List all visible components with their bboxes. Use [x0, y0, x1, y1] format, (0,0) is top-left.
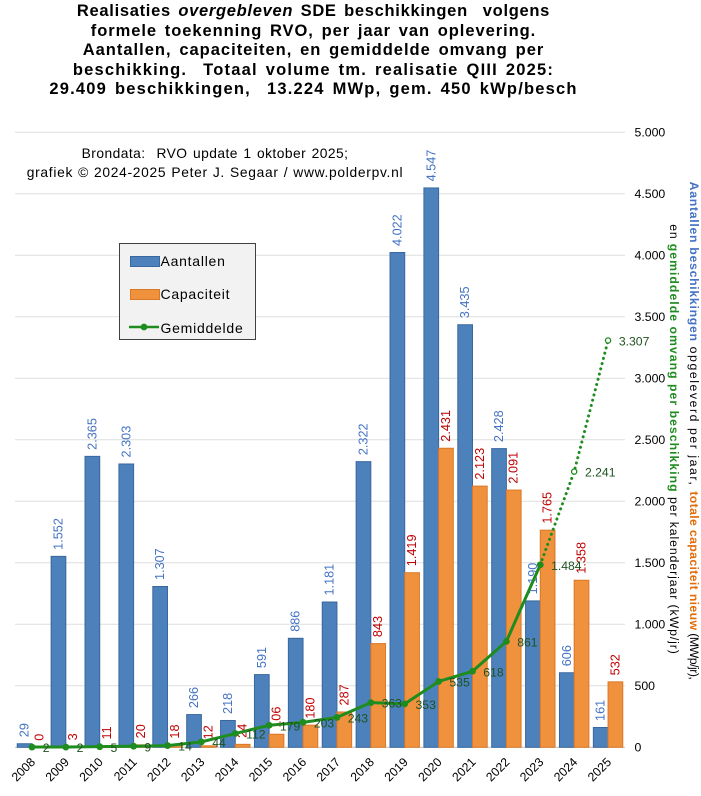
svg-text:2: 2 [77, 741, 84, 755]
svg-text:591: 591 [255, 647, 269, 668]
svg-text:5.000: 5.000 [635, 125, 666, 139]
svg-text:112: 112 [246, 728, 266, 742]
svg-text:4.500: 4.500 [635, 187, 666, 201]
svg-text:363: 363 [382, 697, 403, 711]
svg-text:287: 287 [337, 684, 351, 705]
svg-text:11: 11 [100, 726, 114, 739]
svg-text:2: 2 [43, 741, 50, 755]
svg-text:2013: 2013 [178, 755, 207, 784]
svg-text:2.365: 2.365 [85, 418, 99, 450]
svg-text:1.000: 1.000 [635, 617, 666, 631]
svg-text:2019: 2019 [382, 755, 411, 784]
svg-text:886: 886 [289, 611, 303, 632]
svg-text:5: 5 [111, 741, 118, 755]
svg-text:618: 618 [483, 665, 504, 679]
svg-text:843: 843 [371, 616, 385, 637]
svg-text:20: 20 [134, 724, 148, 738]
svg-text:203: 203 [314, 716, 335, 730]
svg-text:2008: 2008 [9, 755, 38, 784]
svg-text:0: 0 [32, 734, 46, 741]
svg-text:1.307: 1.307 [153, 548, 167, 580]
svg-text:2009: 2009 [43, 755, 72, 784]
svg-text:4.022: 4.022 [390, 214, 404, 246]
svg-text:44: 44 [212, 736, 226, 750]
svg-text:2010: 2010 [77, 755, 106, 784]
svg-text:266: 266 [187, 687, 201, 708]
svg-text:2015: 2015 [246, 755, 275, 784]
svg-text:2.303: 2.303 [119, 426, 133, 458]
svg-text:2.000: 2.000 [635, 494, 666, 508]
svg-text:3.307: 3.307 [619, 335, 650, 349]
svg-text:179: 179 [280, 719, 301, 733]
svg-text:2016: 2016 [280, 755, 309, 784]
svg-text:218: 218 [221, 693, 235, 714]
svg-text:2011: 2011 [111, 755, 140, 784]
svg-text:0: 0 [635, 741, 642, 755]
svg-text:2014: 2014 [212, 755, 241, 784]
svg-text:2.322: 2.322 [356, 423, 370, 455]
svg-text:2012: 2012 [144, 755, 173, 784]
svg-text:2.500: 2.500 [635, 433, 666, 447]
svg-text:1.419: 1.419 [405, 534, 419, 566]
svg-text:3.500: 3.500 [635, 310, 666, 324]
svg-text:500: 500 [635, 679, 656, 693]
svg-text:2023: 2023 [517, 755, 546, 784]
svg-text:4.000: 4.000 [635, 248, 666, 262]
svg-text:606: 606 [560, 645, 574, 666]
svg-text:861: 861 [517, 635, 538, 649]
svg-text:2020: 2020 [415, 755, 444, 784]
svg-text:353: 353 [416, 698, 437, 712]
svg-text:1.765: 1.765 [541, 492, 555, 524]
svg-text:161: 161 [594, 700, 608, 721]
svg-text:2.123: 2.123 [473, 448, 487, 480]
svg-text:3.000: 3.000 [635, 371, 666, 385]
svg-text:29: 29 [18, 723, 32, 737]
svg-text:2.431: 2.431 [439, 410, 453, 442]
svg-text:2017: 2017 [314, 755, 343, 784]
svg-text:2.241: 2.241 [585, 466, 616, 480]
svg-text:9: 9 [144, 740, 151, 754]
svg-text:18: 18 [168, 724, 182, 738]
svg-text:1.500: 1.500 [635, 556, 666, 570]
svg-text:14: 14 [178, 740, 192, 754]
svg-text:2024: 2024 [551, 755, 580, 784]
svg-text:2022: 2022 [483, 755, 512, 784]
svg-text:1.484: 1.484 [551, 559, 582, 573]
svg-text:3: 3 [66, 733, 80, 740]
svg-text:535: 535 [449, 676, 470, 690]
svg-text:1.181: 1.181 [323, 564, 337, 596]
svg-text:532: 532 [608, 654, 622, 675]
svg-text:2018: 2018 [348, 755, 377, 784]
svg-text:2021: 2021 [449, 755, 478, 784]
svg-text:243: 243 [348, 712, 369, 726]
svg-text:2025: 2025 [585, 755, 614, 784]
svg-text:1.552: 1.552 [51, 518, 65, 550]
svg-text:2.091: 2.091 [507, 452, 521, 484]
svg-text:2.428: 2.428 [492, 410, 506, 442]
svg-text:3.435: 3.435 [458, 286, 472, 318]
